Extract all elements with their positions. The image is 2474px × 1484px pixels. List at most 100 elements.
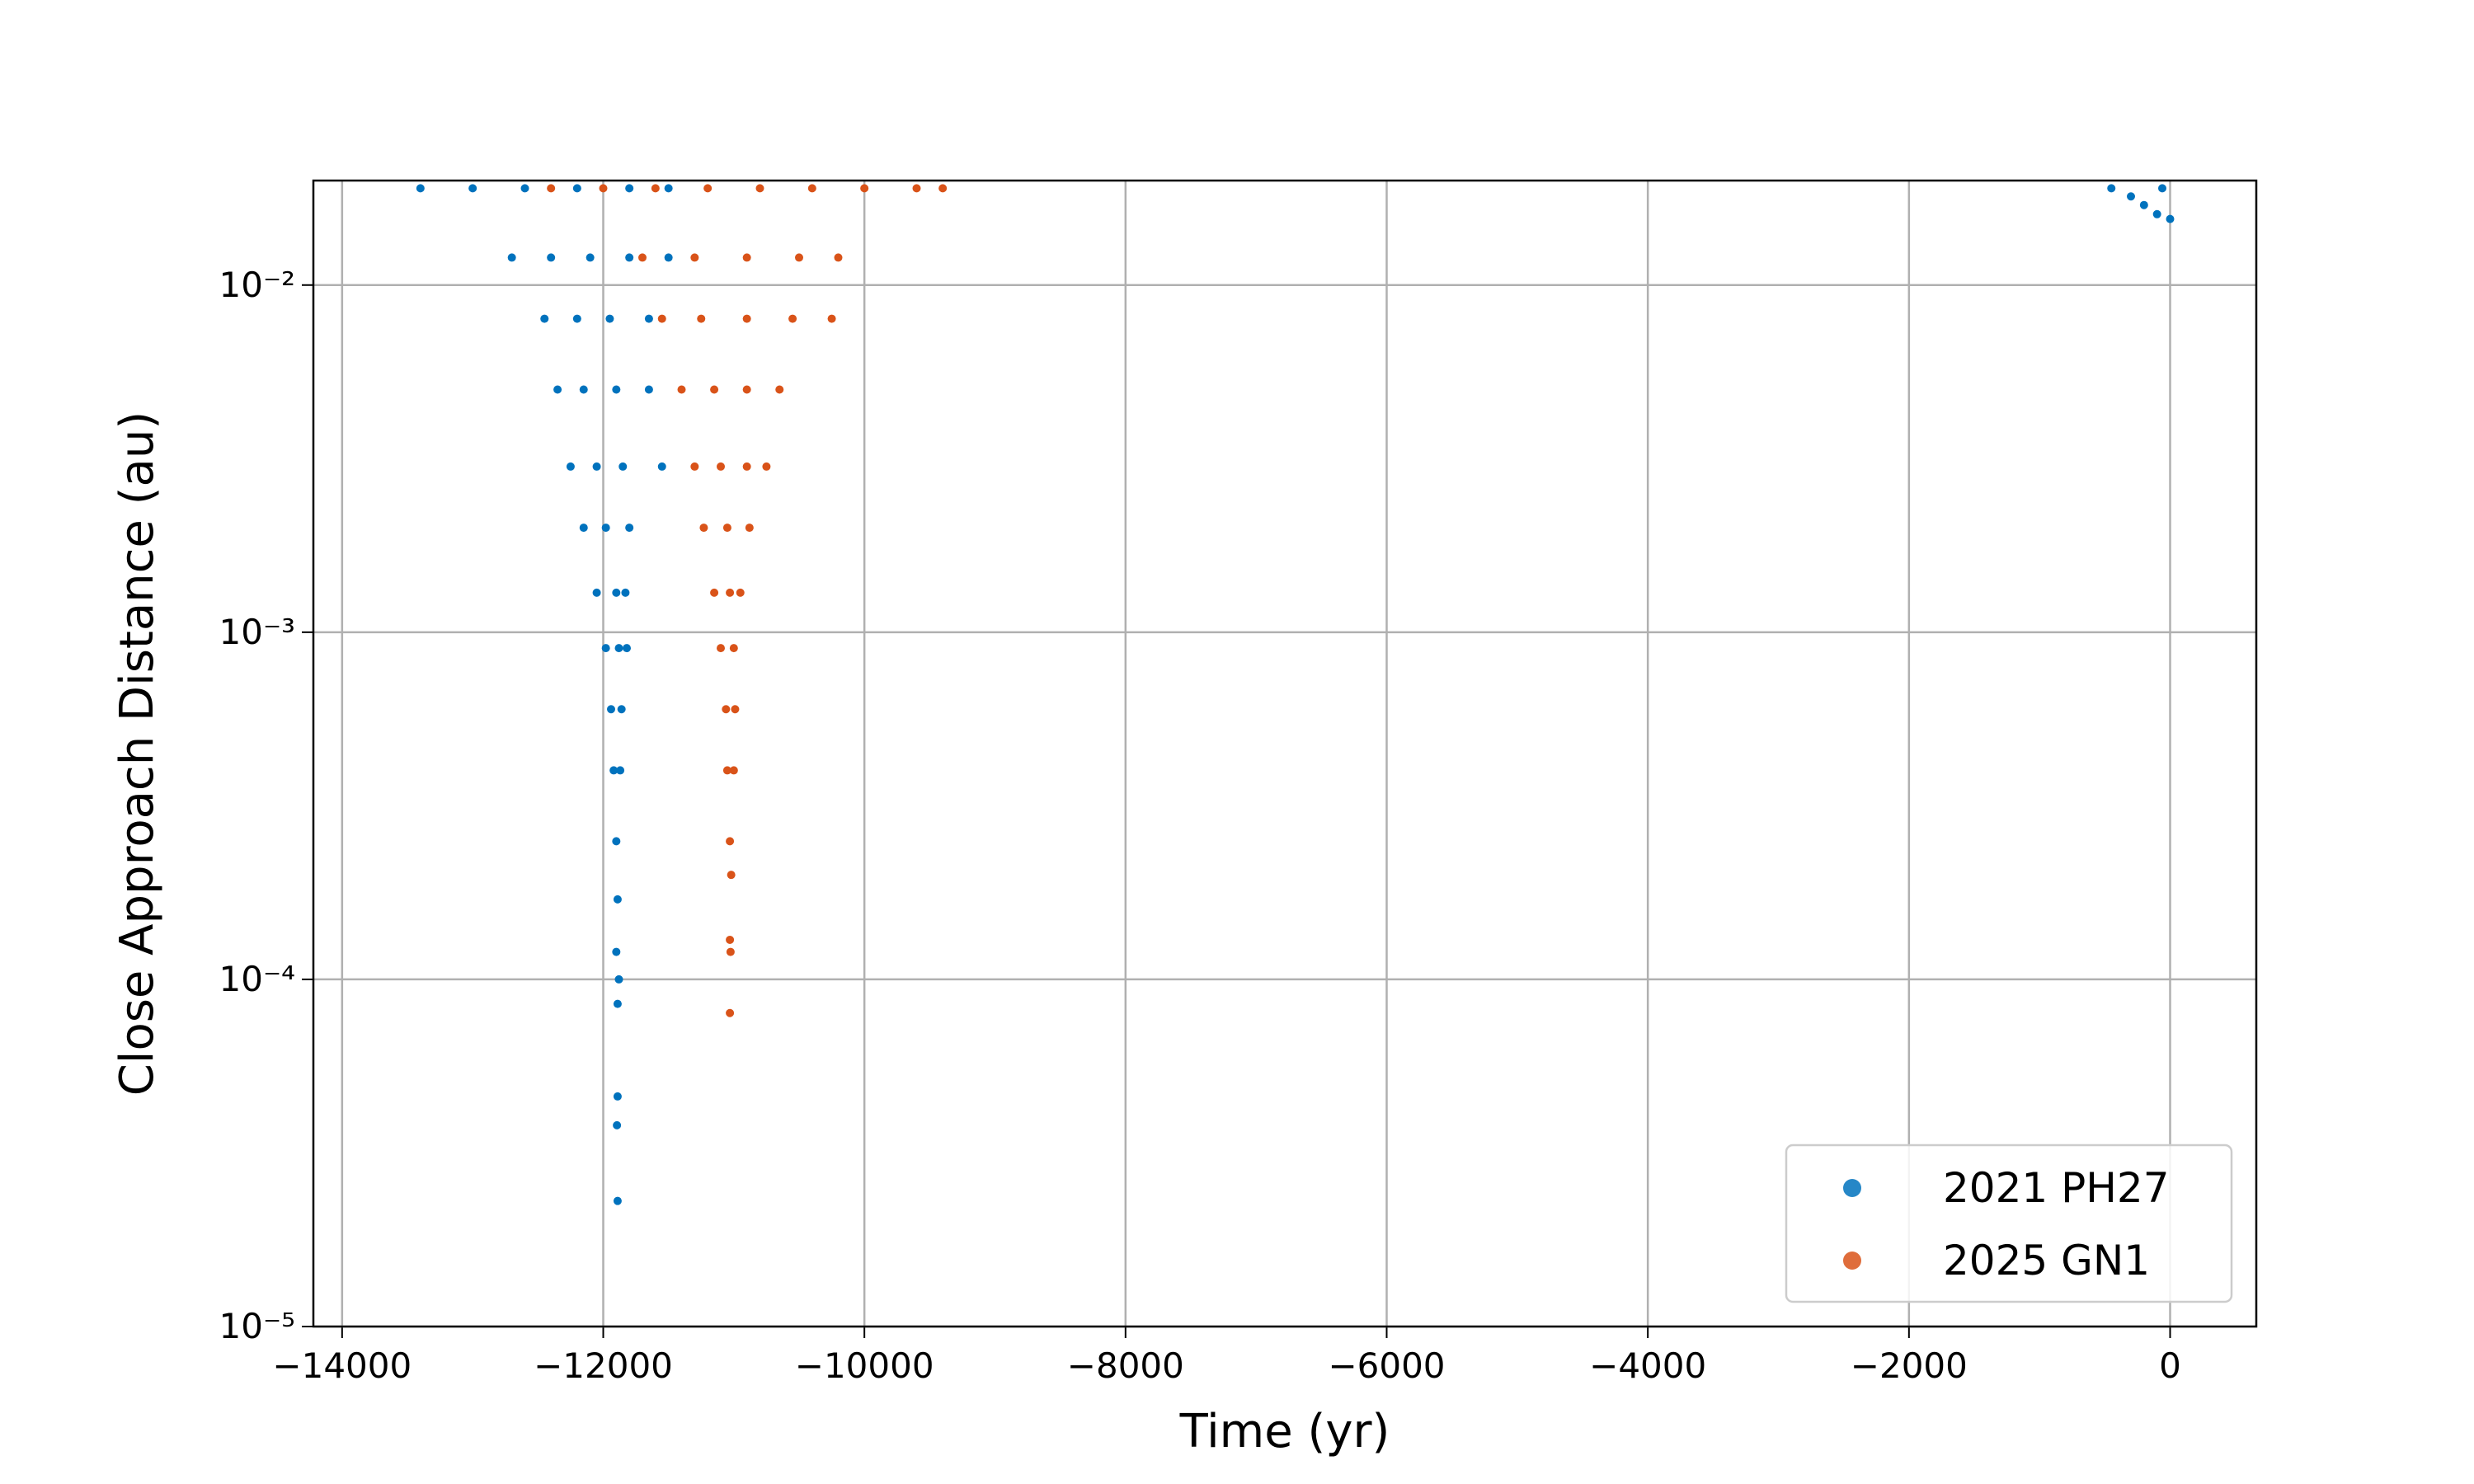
point: [717, 462, 725, 471]
x-tick-label: −2000: [1851, 1345, 1968, 1386]
point: [860, 184, 869, 193]
point: [2158, 184, 2166, 193]
point: [717, 644, 725, 653]
point: [657, 462, 666, 471]
point: [638, 253, 647, 262]
point: [612, 588, 621, 597]
point: [788, 314, 797, 323]
point: [745, 524, 754, 533]
x-axis-label: Time (yr): [1179, 1405, 1390, 1458]
point: [2127, 192, 2135, 201]
point: [613, 1120, 622, 1129]
point: [468, 184, 477, 193]
point: [605, 314, 614, 323]
point: [710, 588, 719, 597]
point: [592, 462, 601, 471]
point: [572, 184, 581, 193]
plot-frame: [312, 179, 2258, 1328]
y-tick-label: 10⁻³: [219, 612, 295, 652]
point: [566, 462, 575, 471]
point: [827, 314, 836, 323]
point: [586, 253, 595, 262]
point: [710, 385, 719, 394]
point: [625, 184, 634, 193]
legend-label: 2021 PH27: [1943, 1164, 2170, 1212]
point: [625, 253, 634, 262]
point: [726, 588, 735, 597]
y-tick-label: 10⁻⁵: [219, 1306, 295, 1346]
x-tick-label: 0: [2159, 1345, 2181, 1386]
point: [726, 1008, 735, 1017]
y-axis-label: Close Approach Distance (au): [111, 411, 164, 1096]
point: [616, 766, 625, 775]
point: [623, 644, 631, 653]
point: [664, 184, 673, 193]
point: [601, 524, 610, 533]
point: [599, 184, 608, 193]
x-tick-label: −8000: [1067, 1345, 1184, 1386]
legend-marker: [1843, 1179, 1861, 1197]
point: [697, 314, 706, 323]
point: [601, 644, 610, 653]
y-tick-label: 10⁻²: [219, 265, 295, 305]
point: [613, 1196, 622, 1205]
point: [664, 253, 673, 262]
legend-box: [1785, 1144, 2233, 1303]
point: [614, 644, 623, 653]
x-tick-label: −10000: [795, 1345, 934, 1386]
plot-area: [416, 184, 2175, 1205]
point: [612, 947, 621, 956]
point: [677, 385, 686, 394]
point: [722, 524, 731, 533]
point: [625, 524, 634, 533]
point: [726, 935, 735, 944]
point: [614, 974, 623, 984]
point: [703, 184, 713, 193]
point: [938, 184, 948, 193]
point: [520, 184, 529, 193]
point: [726, 947, 735, 956]
point: [729, 644, 738, 653]
point: [416, 184, 425, 193]
point: [607, 705, 615, 714]
point: [912, 184, 921, 193]
point: [644, 314, 653, 323]
point: [657, 314, 666, 323]
point: [612, 385, 621, 394]
point: [617, 705, 626, 714]
point: [727, 871, 736, 880]
point: [722, 705, 731, 714]
point: [690, 253, 699, 262]
point: [613, 1092, 622, 1101]
legend-label: 2025 GN1: [1943, 1237, 2150, 1284]
point: [690, 462, 699, 471]
point: [644, 385, 653, 394]
point: [736, 588, 745, 597]
point: [2166, 214, 2175, 223]
point: [507, 253, 516, 262]
point: [742, 385, 751, 394]
legend-marker: [1843, 1252, 1861, 1270]
point: [834, 253, 843, 262]
point: [547, 253, 556, 262]
point: [592, 588, 601, 597]
point: [2107, 184, 2116, 193]
point: [726, 837, 735, 846]
point: [618, 462, 628, 471]
point: [2139, 200, 2148, 209]
point: [613, 999, 622, 1008]
point: [609, 766, 618, 775]
point: [775, 385, 784, 394]
point: [729, 766, 738, 775]
point: [742, 314, 751, 323]
point: [795, 253, 803, 262]
point: [651, 184, 660, 193]
point: [742, 462, 751, 471]
point: [579, 385, 588, 394]
point: [742, 253, 751, 262]
point: [722, 766, 731, 775]
point: [572, 314, 581, 323]
point: [579, 524, 588, 533]
